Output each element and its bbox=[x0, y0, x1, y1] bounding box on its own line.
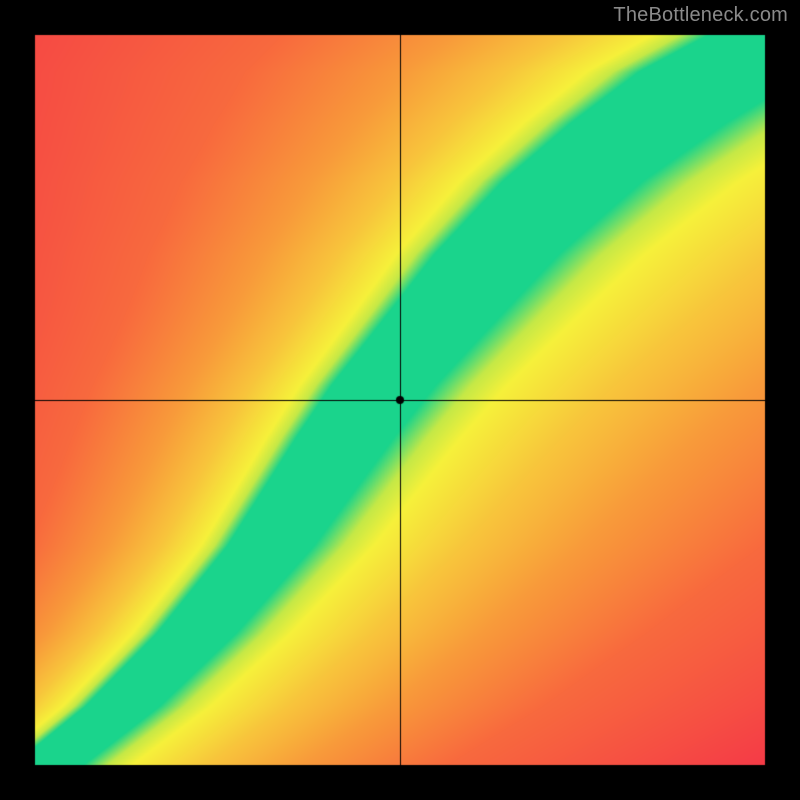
chart-wrapper: TheBottleneck.com bbox=[0, 0, 800, 800]
watermark-text: TheBottleneck.com bbox=[613, 4, 788, 27]
heatmap-canvas bbox=[0, 0, 800, 800]
